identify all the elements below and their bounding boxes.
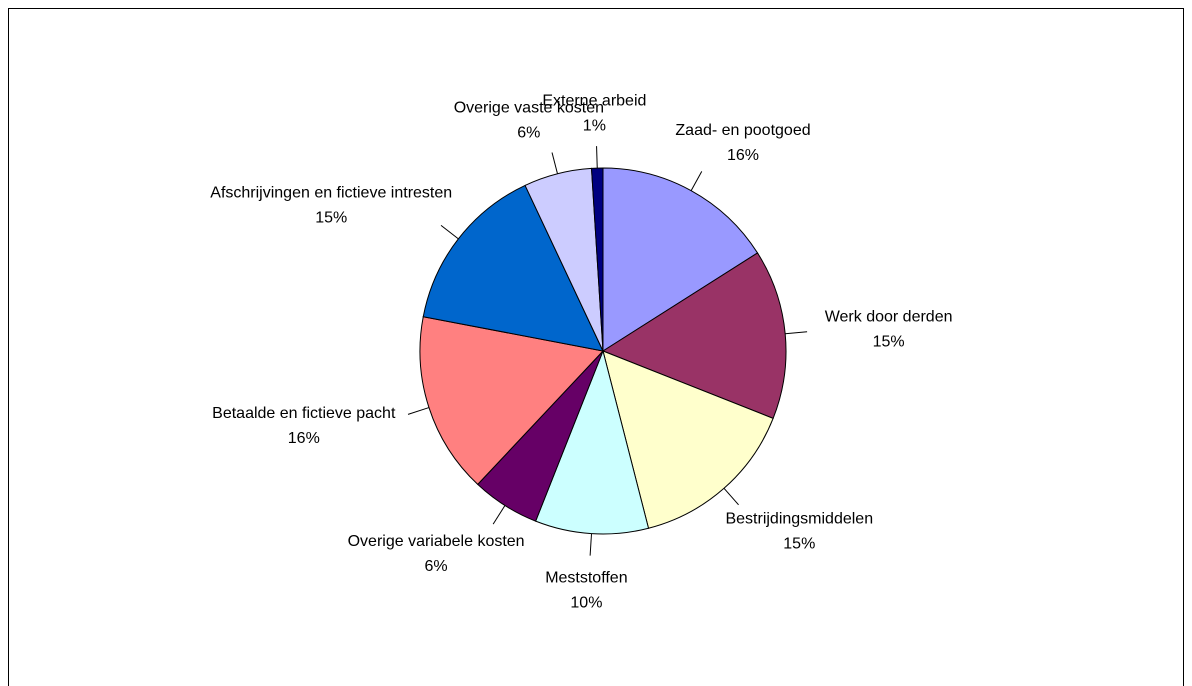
leader-line — [690, 171, 703, 191]
slice-value-label: 15% — [783, 535, 815, 552]
slice-label: Zaad- en pootgoed — [675, 122, 810, 139]
leader-line — [723, 487, 739, 506]
pie-slice — [419, 316, 604, 486]
leader-line — [589, 533, 593, 556]
slice-label: Werk door derden — [825, 309, 953, 326]
slice-value-label: 10% — [570, 595, 602, 612]
leader-line — [551, 152, 558, 174]
slice-label: Bestrijdingsmiddelen — [725, 510, 873, 527]
leader-line — [492, 505, 506, 525]
slice-value-label: 1% — [583, 117, 606, 134]
leader-line — [596, 146, 598, 169]
pie-slice — [602, 167, 759, 352]
slice-label: Overige variabele kosten — [348, 533, 525, 550]
slice-value-label: 15% — [873, 334, 905, 351]
leader-line — [407, 407, 430, 415]
pie-slice — [534, 349, 650, 535]
slice-value-label: 16% — [288, 430, 320, 447]
slice-label: Betaalde en fictieve pacht — [212, 405, 396, 422]
slice-value-label: 15% — [315, 210, 347, 227]
slice-value-label: 6% — [425, 558, 448, 575]
slice-label: Overige vaste kosten — [454, 100, 604, 117]
slice-label: Meststoffen — [545, 570, 627, 587]
slice-label: Externe arbeid — [542, 92, 646, 109]
pie-slice — [601, 252, 787, 420]
slice-value-label: 6% — [517, 125, 540, 142]
slice-value-label: 16% — [727, 147, 759, 164]
slice-label: Afschrijvingen en fictieve intresten — [210, 185, 452, 202]
leader-line — [785, 331, 808, 335]
leader-line — [440, 224, 459, 240]
